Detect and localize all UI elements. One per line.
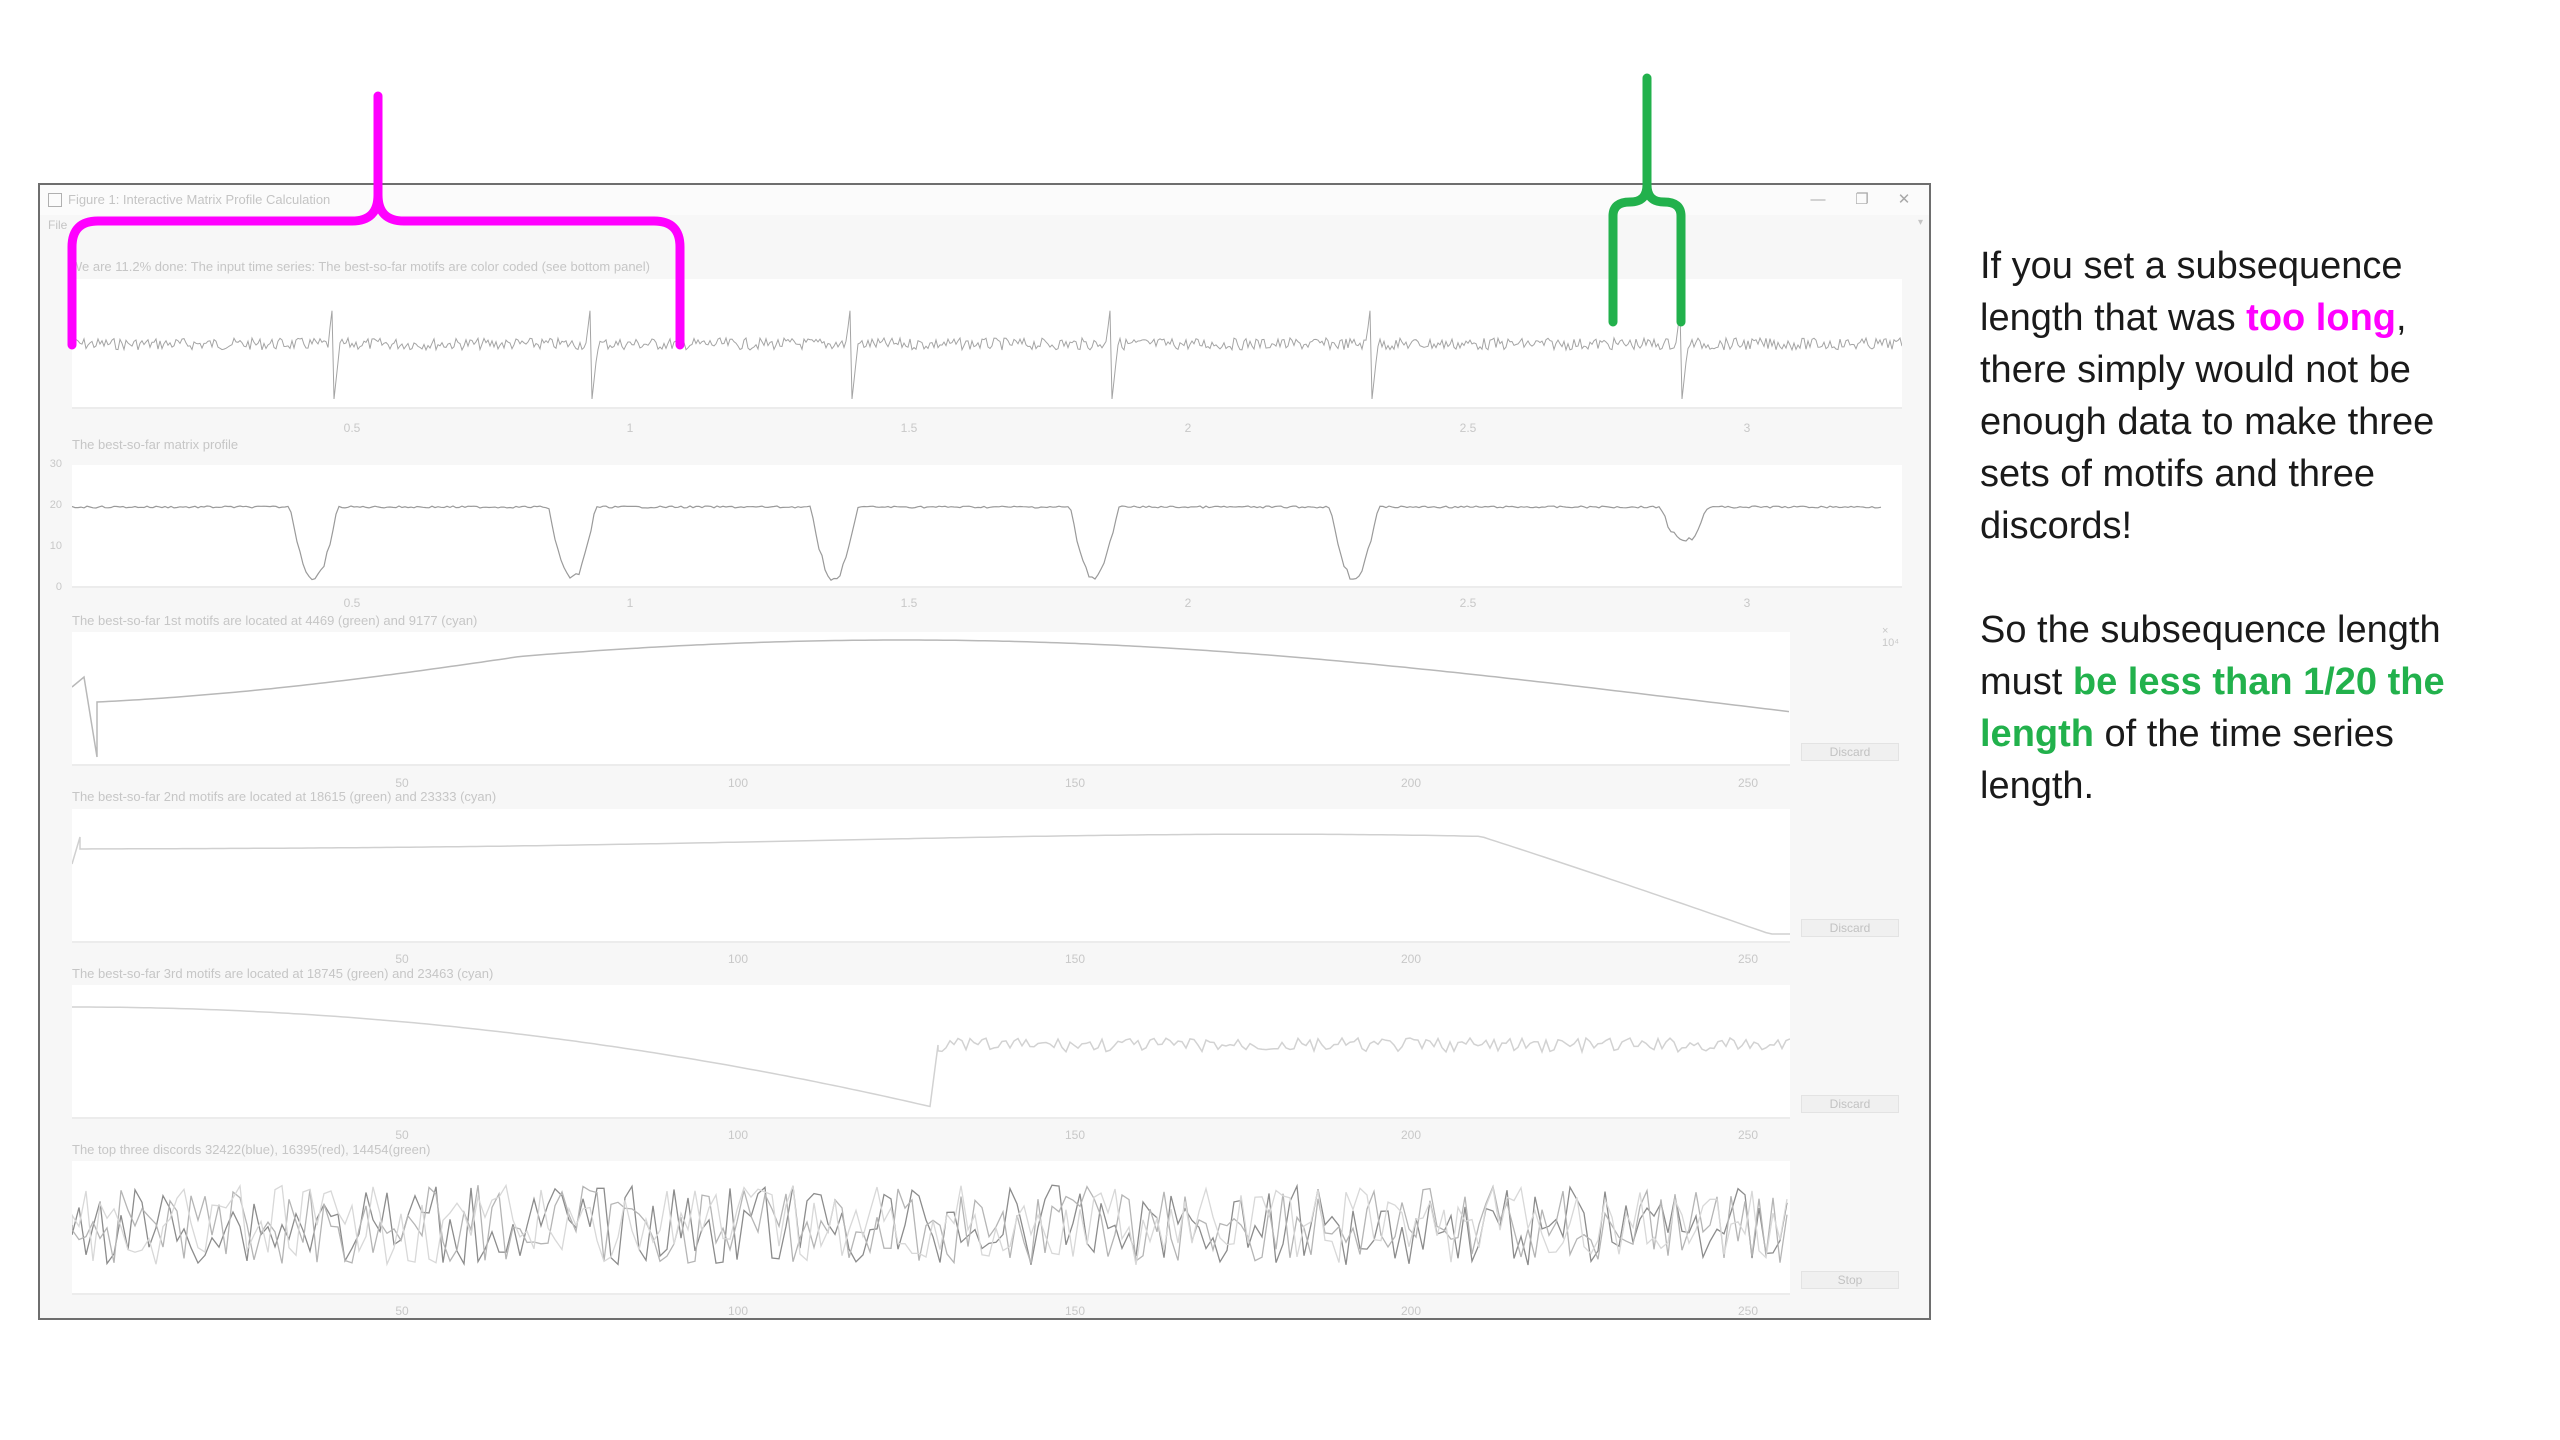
motif1-plot	[72, 632, 1790, 766]
motif3-chart	[72, 1006, 1790, 1119]
motif1-title: The best-so-far 1st motifs are located a…	[72, 613, 478, 628]
discords-chart	[72, 1183, 1790, 1295]
y-tick: 0	[55, 581, 62, 593]
matrix-profile-trace	[72, 505, 1882, 581]
stop-button[interactable]: Stop	[1801, 1271, 1899, 1289]
x-tick: 50	[395, 776, 409, 790]
x-tick: 150	[1064, 776, 1086, 790]
motif3-trace	[72, 1006, 1790, 1108]
y-tick: 10	[49, 540, 62, 552]
x-tick: 200	[1400, 776, 1422, 790]
matrix-profile-plot	[72, 465, 1902, 588]
annotation-paragraph-2: So the subsequence length must be less t…	[1980, 604, 2500, 812]
restore-icon[interactable]: ❐	[1855, 191, 1869, 208]
annotation-text: If you set a subsequence length that was…	[1980, 240, 2500, 864]
discard-button-1[interactable]: Discard	[1801, 743, 1899, 761]
axis-exponent: × 10⁴	[1882, 625, 1899, 649]
chevron-down-icon[interactable]: ▾	[1917, 217, 1923, 228]
annotation-paragraph-1: If you set a subsequence length that was…	[1980, 240, 2500, 552]
discords-title: The top three discords 32422(blue), 1639…	[72, 1142, 431, 1157]
input-series-trace	[72, 310, 1902, 400]
minimize-icon[interactable]: —	[1810, 191, 1826, 208]
motif2-title: The best-so-far 2nd motifs are located a…	[72, 789, 497, 804]
discord-trace-green	[72, 1183, 1788, 1267]
motif2-plot	[72, 809, 1790, 943]
x-tick: 1.5	[900, 596, 918, 610]
input-series-title: We are 11.2% done: The input time series…	[70, 259, 650, 274]
x-tick: 2	[1184, 596, 1192, 610]
menu-bar: File ▾	[40, 215, 1929, 237]
input-series-plot	[72, 279, 1902, 409]
input-series-chart	[72, 310, 1902, 409]
x-tick: 250	[1737, 952, 1759, 966]
x-tick: 2	[1184, 421, 1192, 435]
figure-window: Figure 1: Interactive Matrix Profile Cal…	[38, 183, 1931, 1320]
x-tick: 200	[1400, 1128, 1422, 1142]
motif1-chart	[72, 639, 1790, 766]
x-tick: 0.5	[343, 421, 361, 435]
too-long-highlight: too long	[2246, 297, 2397, 339]
y-tick: 30	[49, 458, 62, 470]
matrix-profile-title: The best-so-far matrix profile	[72, 437, 239, 452]
menu-file[interactable]: File	[48, 218, 68, 232]
x-tick: 150	[1064, 952, 1086, 966]
x-tick: 250	[1737, 1304, 1759, 1318]
x-tick: 3	[1743, 421, 1751, 435]
motif1-trace	[72, 639, 1790, 758]
x-tick: 200	[1400, 952, 1422, 966]
x-tick: 150	[1064, 1128, 1086, 1142]
x-tick: 150	[1064, 1304, 1086, 1318]
x-tick: 1	[626, 596, 634, 610]
annotation-text-part: , there simply would not be enough data …	[1980, 297, 2435, 547]
x-tick: 100	[727, 776, 749, 790]
y-tick: 20	[49, 499, 62, 511]
discord-trace-red	[72, 1184, 1788, 1265]
x-tick: 100	[727, 1128, 749, 1142]
x-tick: 200	[1400, 1304, 1422, 1318]
discard-button-2[interactable]: Discard	[1801, 919, 1899, 937]
length-rule-highlight: be less than 1/20 the length	[1980, 661, 2445, 755]
figure-app-icon	[48, 193, 62, 207]
x-tick: 1.5	[900, 421, 918, 435]
x-tick: 1	[626, 421, 634, 435]
x-tick: 250	[1737, 1128, 1759, 1142]
window-title: Figure 1: Interactive Matrix Profile Cal…	[68, 192, 331, 207]
x-tick: 50	[395, 952, 409, 966]
motif3-plot	[72, 985, 1790, 1119]
x-tick: 50	[395, 1304, 409, 1318]
x-tick: 100	[727, 1304, 749, 1318]
motif2-trace	[72, 833, 1790, 935]
x-tick: 100	[727, 952, 749, 966]
x-tick: 250	[1737, 776, 1759, 790]
motif2-chart	[72, 833, 1790, 943]
x-tick: 50	[395, 1128, 409, 1142]
close-icon[interactable]: ✕	[1897, 191, 1911, 208]
matrix-profile-chart	[72, 505, 1902, 588]
annotation-text-part: So the subsequence length must	[1980, 609, 2441, 703]
x-tick: 3	[1743, 596, 1751, 610]
x-tick: 2.5	[1459, 596, 1477, 610]
discard-button-3[interactable]: Discard	[1801, 1095, 1899, 1113]
annotation-text-part: of the time series length.	[1980, 713, 2394, 807]
discords-plot	[72, 1161, 1790, 1295]
motif3-title: The best-so-far 3rd motifs are located a…	[72, 966, 494, 981]
x-tick: 0.5	[343, 596, 361, 610]
annotation-text-part: If you set a subsequence length that was	[1980, 245, 2403, 339]
x-tick: 2.5	[1459, 421, 1477, 435]
window-titlebar[interactable]: Figure 1: Interactive Matrix Profile Cal…	[40, 185, 1929, 215]
